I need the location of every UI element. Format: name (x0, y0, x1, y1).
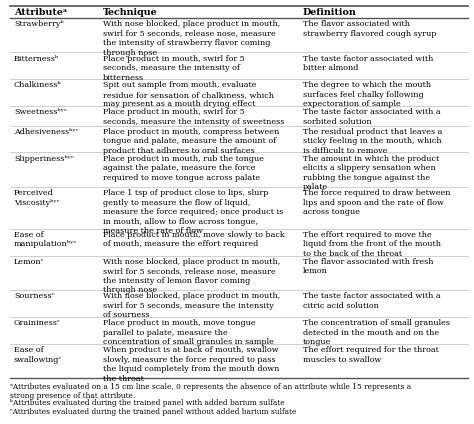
Text: Place product in mouth, move tongue
parallel to palate, measure the
concentratio: Place product in mouth, move tongue para… (103, 319, 274, 346)
Text: Place 1 tsp of product close to lips, slurp
gently to measure the flow of liquid: Place 1 tsp of product close to lips, sl… (103, 189, 283, 235)
Text: ᵇAttributes evaluated during the trained panel with added barium sulfate: ᵇAttributes evaluated during the trained… (10, 399, 284, 407)
Text: ᵃAttributes evaluated on a 15 cm line scale, 0 represents the absence of an attr: ᵃAttributes evaluated on a 15 cm line sc… (10, 383, 411, 400)
Text: The concentration of small granules
detected in the mouth and on the
tongue: The concentration of small granules dete… (302, 319, 449, 346)
Text: Spit out sample from mouth, evaluate
residue for sensation of chalkiness, which
: Spit out sample from mouth, evaluate res… (103, 81, 274, 109)
Text: Sournessᶜ: Sournessᶜ (14, 292, 55, 300)
Text: Place product in mouth, rub the tongue
against the palate, measure the force
req: Place product in mouth, rub the tongue a… (103, 155, 264, 182)
Text: With nose blocked, place product in mouth,
swirl for 5 seconds, release nose, me: With nose blocked, place product in mout… (103, 20, 281, 57)
Text: Place product in mouth, move slowly to back
of mouth, measure the effort require: Place product in mouth, move slowly to b… (103, 231, 285, 248)
Text: Perceived
Viscosityᵇʸᶜ: Perceived Viscosityᵇʸᶜ (14, 189, 60, 206)
Text: With nose blocked, place product in mouth,
swirl for 5 seconds, measure the inte: With nose blocked, place product in mout… (103, 292, 281, 319)
Text: With nose blocked, place product in mouth,
swirl for 5 seconds, release nose, me: With nose blocked, place product in mout… (103, 258, 281, 294)
Text: The force required to draw between
lips and spoon and the rate of flow
across to: The force required to draw between lips … (302, 189, 450, 216)
Text: Attributeᵃ: Attributeᵃ (14, 8, 67, 17)
Text: The effort required to move the
liquid from the front of the mouth
to the back o: The effort required to move the liquid f… (302, 231, 440, 258)
Text: Sweetnessᵇʸᶜ: Sweetnessᵇʸᶜ (14, 109, 67, 116)
Text: The taste factor associated with a
sorbited solution: The taste factor associated with a sorbi… (302, 109, 440, 126)
Text: Bitternessᵇ: Bitternessᵇ (14, 55, 59, 62)
Text: Ease of
swallowingᶜ: Ease of swallowingᶜ (14, 346, 62, 364)
Text: The effort required for the throat
muscles to swallow: The effort required for the throat muscl… (302, 346, 438, 364)
Text: The residual product that leaves a
sticky feeling in the mouth, which
is difficu: The residual product that leaves a stick… (302, 128, 442, 155)
Text: Ease of
manipulationᵇʸᶜ: Ease of manipulationᵇʸᶜ (14, 231, 77, 248)
Text: The flavor associated with
strawberry flavored cough syrup: The flavor associated with strawberry fl… (302, 20, 436, 38)
Text: When product is at back of mouth, swallow
slowly, measure the force required to : When product is at back of mouth, swallo… (103, 346, 280, 382)
Text: Chalkinessᵇ: Chalkinessᵇ (14, 81, 62, 89)
Text: Definition: Definition (302, 8, 356, 17)
Text: Lemonᶜ: Lemonᶜ (14, 258, 45, 266)
Text: Slipperinessᵇʸᶜ: Slipperinessᵇʸᶜ (14, 155, 74, 163)
Text: Technique: Technique (103, 8, 158, 17)
Text: The amount in which the product
elicits a slippery sensation when
rubbing the to: The amount in which the product elicits … (302, 155, 439, 191)
Text: Adhesivenessᵇʸᶜ: Adhesivenessᵇʸᶜ (14, 128, 79, 136)
Text: Place product in mouth, compress between
tongue and palate, measure the amount o: Place product in mouth, compress between… (103, 128, 280, 155)
Text: Place product in mouth, swirl for 5
seconds, measure the intensity of
bitterness: Place product in mouth, swirl for 5 seco… (103, 55, 245, 81)
Text: The taste factor associated with a
citric acid solution: The taste factor associated with a citri… (302, 292, 440, 310)
Text: The taste factor associated with
bitter almond: The taste factor associated with bitter … (302, 55, 433, 72)
Text: Strawberryᵇ: Strawberryᵇ (14, 20, 64, 28)
Text: Graininessᶜ: Graininessᶜ (14, 319, 61, 327)
Text: Place product in mouth, swirl for 5
seconds, measure the intensity of sweetness: Place product in mouth, swirl for 5 seco… (103, 109, 285, 126)
Text: ᶜAttributes evaluated during the trained panel without added barium sulfate: ᶜAttributes evaluated during the trained… (10, 408, 296, 416)
Text: The flavor associated with fresh
lemon: The flavor associated with fresh lemon (302, 258, 433, 276)
Text: The degree to which the mouth
surfaces feel chalky following
expectoration of sa: The degree to which the mouth surfaces f… (302, 81, 431, 109)
